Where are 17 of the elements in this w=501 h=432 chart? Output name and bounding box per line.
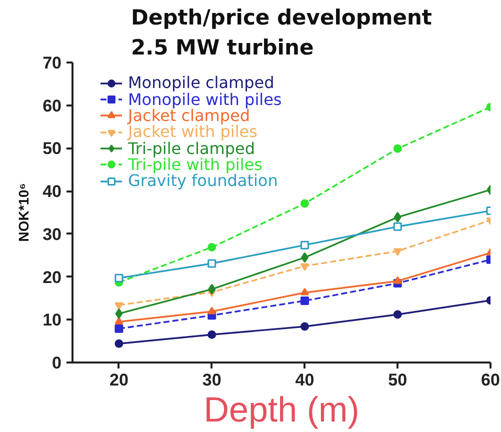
y-tick-label: 70 — [42, 54, 62, 72]
y-axis-title: NOK*10⁶ — [16, 183, 32, 242]
legend-label: Monopile clamped — [128, 73, 274, 92]
y-tick-label: 0 — [52, 354, 62, 372]
y-tick-label: 50 — [42, 139, 62, 158]
x-tick-label: 60 — [481, 370, 500, 390]
y-tick-label: 40 — [42, 182, 62, 202]
x-tick-label: 20 — [109, 370, 128, 390]
y-tick-label: 60 — [42, 96, 62, 116]
x-tick-label: 50 — [388, 370, 408, 390]
x-tick-label: 30 — [202, 370, 222, 390]
chart-title: Depth/price development 2.5 MW turbine — [131, 6, 432, 60]
x-tick-label: 40 — [295, 370, 314, 390]
y-tick-label: 20 — [42, 268, 62, 287]
x-axis-title: Depth (m) — [204, 390, 360, 430]
y-tick-label: 10 — [42, 310, 62, 330]
y-tick-label: 30 — [42, 224, 62, 244]
